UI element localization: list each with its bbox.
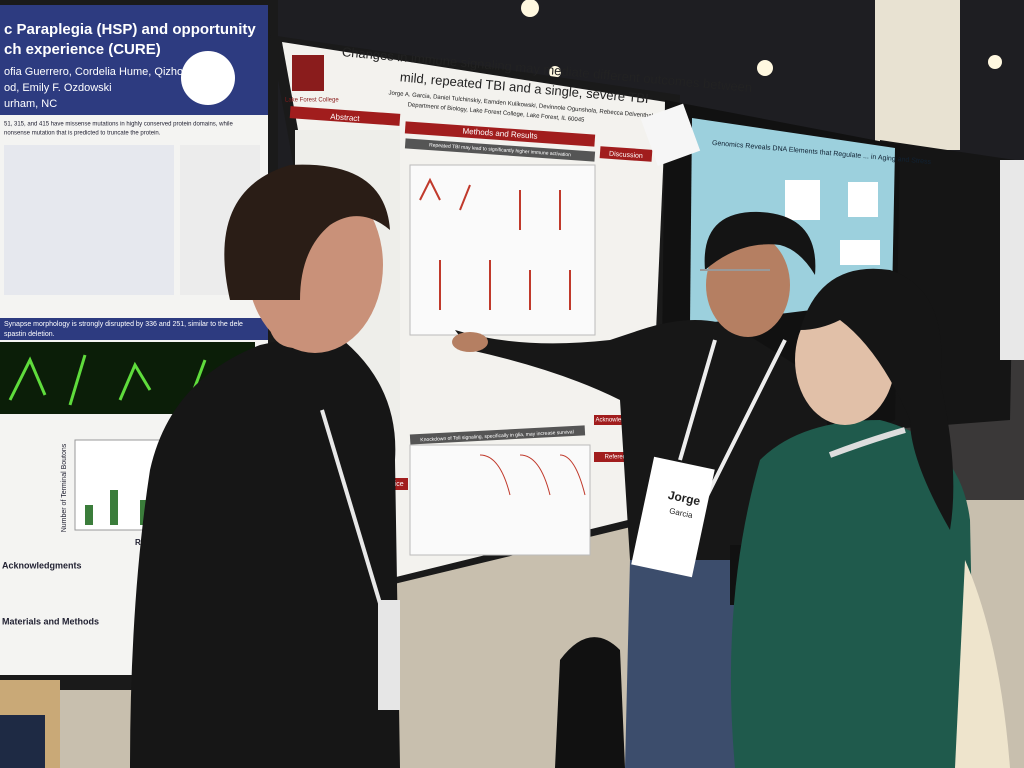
center-curves [479,454,586,496]
person-right-hair [800,268,954,530]
left-materials: Materials and Methods [2,616,99,626]
person-center-face [706,233,790,337]
left-ack: Acknowledgments [2,560,82,570]
center-subbar [404,138,596,162]
left-logo [181,51,235,105]
person-left-badge [378,600,400,710]
center-figures [409,444,591,556]
chair-cushion [0,715,45,768]
center-refs: References [605,455,636,461]
left-text: nonsense mutation that is predicted to t… [4,131,161,137]
ceiling-light [757,60,773,76]
person-left-hair [224,164,390,300]
right-figure [785,180,820,220]
left-y-axis: Number of Terminal Boutons [61,443,68,532]
side-poster [1000,160,1024,360]
person-center-lanyard [678,339,787,501]
center-logo [292,55,324,91]
center-bar [289,106,401,126]
right-figure [848,182,878,217]
person-right-lanyard [828,427,906,458]
center-abstract: Abstract [330,112,361,123]
person-center-badge [631,456,715,578]
left-micrograph-signal [8,354,207,406]
center-figures [409,164,596,336]
person-right-sweater [730,420,975,768]
center-subbar [409,425,586,445]
paper-note [640,103,701,167]
center-discussion: Discussion [609,151,643,160]
person-center-hand [452,332,488,352]
backpack [555,637,625,768]
center-figure-marks [419,177,571,310]
center-logo-text: Lake Forest College [285,98,339,104]
ceiling-light [988,55,1002,69]
left-section-bar [0,318,268,340]
left-title: ch experience (CURE) [4,41,161,58]
left-section: Synapse morphology is strongly disrupted… [4,321,243,328]
left-title: c Paraplegia (HSP) and opportunity [4,21,256,38]
center-bar [404,121,596,147]
person-left-lanyard [320,409,387,621]
center-ack: Acknowledgement [595,418,644,424]
pillar [875,0,960,150]
left-figure [4,145,174,295]
left-text: 51, 315, and 415 have missense mutations… [4,122,233,128]
left-section: spastin deletion. [4,331,55,338]
left-chart-bar [110,490,118,525]
right-figure [840,240,880,265]
center-bar [599,146,653,162]
badge-first-name: Jorge [667,488,702,509]
left-authors: ofia Guerrero, Cordelia Hume, Qizhou Jia… [4,66,222,78]
tote-bag [955,560,1010,768]
left-chart-bar [140,500,148,525]
ceiling-light [549,66,561,78]
person-center-shirt [455,320,830,560]
left-location: urham, NC [4,98,57,110]
center-bar [594,415,646,425]
left-authors: od, Emily F. Ozdowski [4,82,112,94]
left-chart-bar [85,505,93,525]
person-center-hair [704,211,816,275]
center-bar [594,452,646,462]
ceiling-light [521,0,539,17]
